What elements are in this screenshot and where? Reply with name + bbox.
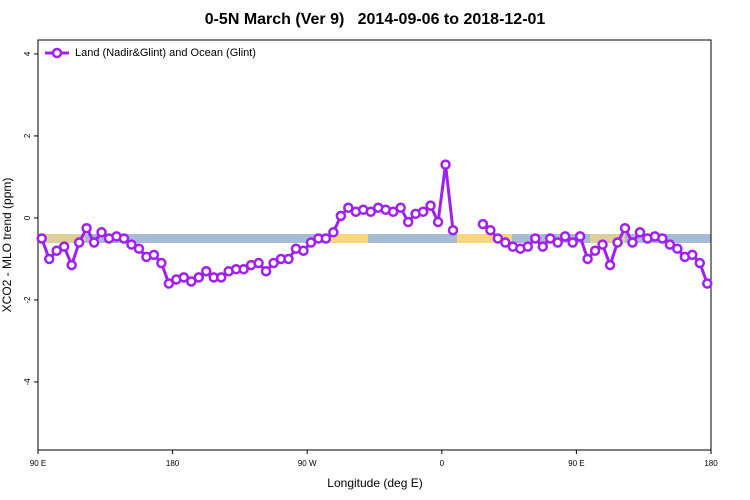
legend-marker — [51, 47, 63, 59]
data-point — [537, 241, 548, 252]
y-tick-label: 0 — [23, 215, 32, 220]
data-point — [627, 237, 638, 248]
data-point — [148, 249, 160, 261]
data-point — [664, 239, 676, 250]
data-point — [544, 233, 556, 244]
x-tick-label: 90 E — [568, 459, 584, 468]
data-point — [559, 231, 571, 242]
data-point — [612, 237, 623, 248]
data-point — [343, 202, 354, 213]
data-point — [417, 206, 429, 218]
data-point — [492, 233, 504, 244]
data-point — [447, 224, 459, 236]
data-point — [657, 233, 668, 244]
data-point — [582, 253, 593, 265]
data-point — [51, 245, 62, 256]
data-point — [328, 227, 339, 238]
data-point — [43, 253, 55, 265]
data-point — [253, 257, 264, 269]
chart-title: 0-5N March (Ver 9) 2014-09-06 to 2018-12… — [205, 11, 546, 28]
data-point — [118, 233, 130, 244]
data-point — [432, 216, 444, 228]
data-point — [215, 272, 227, 283]
x-tick-label: 180 — [704, 459, 718, 468]
surface-band — [38, 234, 711, 243]
x-axis-label: Longitude (deg E) — [327, 476, 422, 490]
data-point — [260, 265, 272, 277]
data-point — [530, 233, 541, 244]
data-point — [88, 237, 100, 248]
y-axis-label: XCO2 - MLO trend (ppm) — [0, 178, 14, 313]
data-point — [133, 243, 145, 254]
data-point — [36, 233, 47, 244]
data-point — [268, 257, 279, 269]
data-point — [574, 231, 586, 242]
data-point — [402, 216, 414, 228]
legend-label: Land (Nadir&Glint) and Ocean (Glint) — [75, 47, 256, 59]
land-band — [45, 234, 85, 243]
data-point — [238, 263, 249, 275]
data-point — [687, 249, 698, 261]
data-point — [702, 278, 713, 289]
data-point — [604, 259, 616, 271]
data-point — [66, 259, 77, 271]
data-point — [440, 159, 451, 170]
data-point — [201, 265, 212, 277]
data-point — [672, 243, 683, 254]
x-tick-label: 90 E — [30, 459, 46, 468]
data-point — [619, 222, 631, 234]
data-point — [567, 237, 578, 248]
y-tick-label: -2 — [23, 296, 32, 304]
land-band — [590, 234, 625, 243]
data-point — [425, 200, 436, 211]
y-tick-label: 2 — [23, 133, 32, 138]
data-point — [395, 202, 406, 213]
data-point — [597, 239, 608, 250]
data-point — [634, 227, 646, 238]
x-tick-label: 90 W — [298, 459, 317, 468]
data-point — [694, 257, 706, 269]
data-point — [522, 241, 534, 252]
data-point — [96, 227, 107, 238]
y-tick-label: 4 — [23, 51, 32, 56]
land-band — [330, 234, 368, 243]
data-point — [178, 272, 190, 283]
data-point — [156, 257, 167, 269]
data-point — [81, 222, 92, 234]
data-point — [485, 224, 496, 236]
data-point — [163, 278, 175, 289]
ocean-band — [38, 234, 711, 243]
data-point — [193, 272, 205, 283]
plot-frame — [37, 39, 712, 451]
data-point — [365, 206, 377, 218]
data-point — [477, 218, 489, 230]
data-point — [298, 245, 309, 256]
data-point — [283, 253, 294, 265]
data-point — [186, 276, 197, 287]
data-point — [320, 233, 332, 244]
data-point — [500, 237, 511, 248]
x-tick-label: 180 — [166, 459, 180, 468]
x-tick-label: 0 — [440, 459, 445, 468]
data-point — [58, 241, 70, 252]
data-point — [589, 245, 601, 256]
data-point — [552, 237, 563, 248]
data-point — [305, 237, 317, 248]
data-point — [387, 206, 399, 218]
land-band — [457, 234, 512, 243]
y-tick-label: -4 — [23, 378, 32, 386]
data-point — [126, 239, 137, 250]
data-point — [335, 210, 347, 222]
data-point — [73, 237, 85, 248]
